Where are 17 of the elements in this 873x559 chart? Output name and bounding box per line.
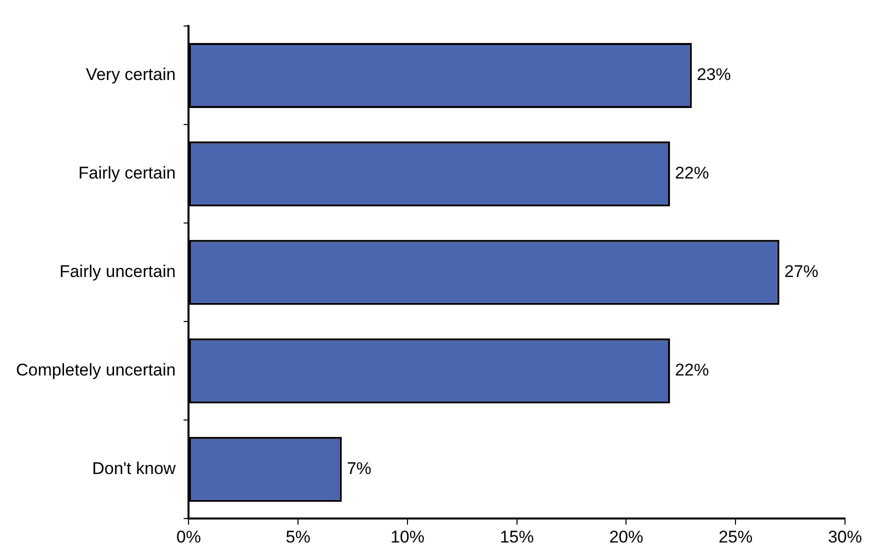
x-tick-label: 10% [390,527,424,546]
data-label: 7% [346,459,372,478]
y-tick-label: Fairly certain [78,164,176,183]
y-tick-label: Completely uncertain [16,360,176,380]
x-tick-label: 15% [500,527,534,546]
data-label: 22% [674,360,710,380]
data-label: 22% [674,164,710,183]
data-label: 23% [696,65,731,84]
x-tick-label: 30% [828,527,862,546]
y-tick-label: Don't know [92,459,176,478]
x-tick-label: 25% [718,527,753,546]
x-tick-label: 5% [286,527,310,546]
y-tick-label: Very certain [86,65,176,84]
data-label: 27% [784,262,818,282]
x-tick-label: 0% [176,527,201,546]
y-tick-label: Fairly uncertain [59,262,176,282]
x-tick-label: 20% [609,527,644,546]
